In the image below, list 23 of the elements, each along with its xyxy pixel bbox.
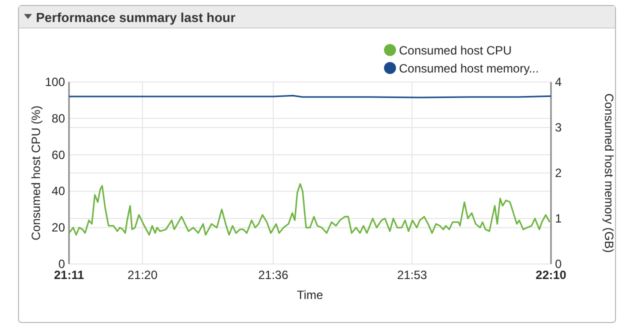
y-tick-label: 20: [52, 220, 66, 235]
legend-label: Consumed host CPU: [399, 44, 512, 58]
y2-tick-label: 3: [555, 120, 562, 134]
x-axis-title: Time: [296, 288, 324, 302]
y2-axis-title: Consumed host memory (GB): [602, 93, 616, 253]
y-tick-label: 0: [58, 257, 66, 271]
y2-tick-label: 0: [555, 257, 562, 271]
y-tick-label: 40: [52, 184, 66, 198]
y2-tick-label: 2: [555, 166, 562, 180]
x-tick-label: 21:53: [397, 268, 428, 282]
y2-tick-label: 1: [555, 212, 562, 226]
chart-title: Performance summary last hour: [36, 10, 236, 25]
legend-label: Consumed host memory...: [399, 62, 539, 76]
y-axis-title: Consumed host CPU (%): [29, 106, 43, 240]
y-tick-label: 80: [52, 111, 66, 126]
y-tick-label: 60: [52, 148, 66, 162]
x-tick-label: 21:36: [258, 268, 289, 282]
x-tick-label: 21:11: [54, 268, 84, 282]
line-series: [68, 183, 550, 236]
x-tick-label: 22:10: [536, 268, 567, 282]
y-tick-label: 100: [44, 75, 66, 89]
x-tick-label: 21:20: [128, 268, 158, 282]
y2-tick-label: 4: [555, 75, 562, 89]
